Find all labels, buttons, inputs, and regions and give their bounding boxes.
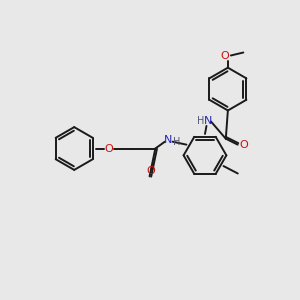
Text: O: O <box>239 140 248 150</box>
Text: N: N <box>204 116 212 126</box>
Text: N: N <box>164 135 172 145</box>
Text: O: O <box>220 51 229 61</box>
Text: H: H <box>173 137 180 147</box>
Text: H: H <box>197 116 205 126</box>
Text: O: O <box>146 167 155 176</box>
Text: O: O <box>105 143 113 154</box>
